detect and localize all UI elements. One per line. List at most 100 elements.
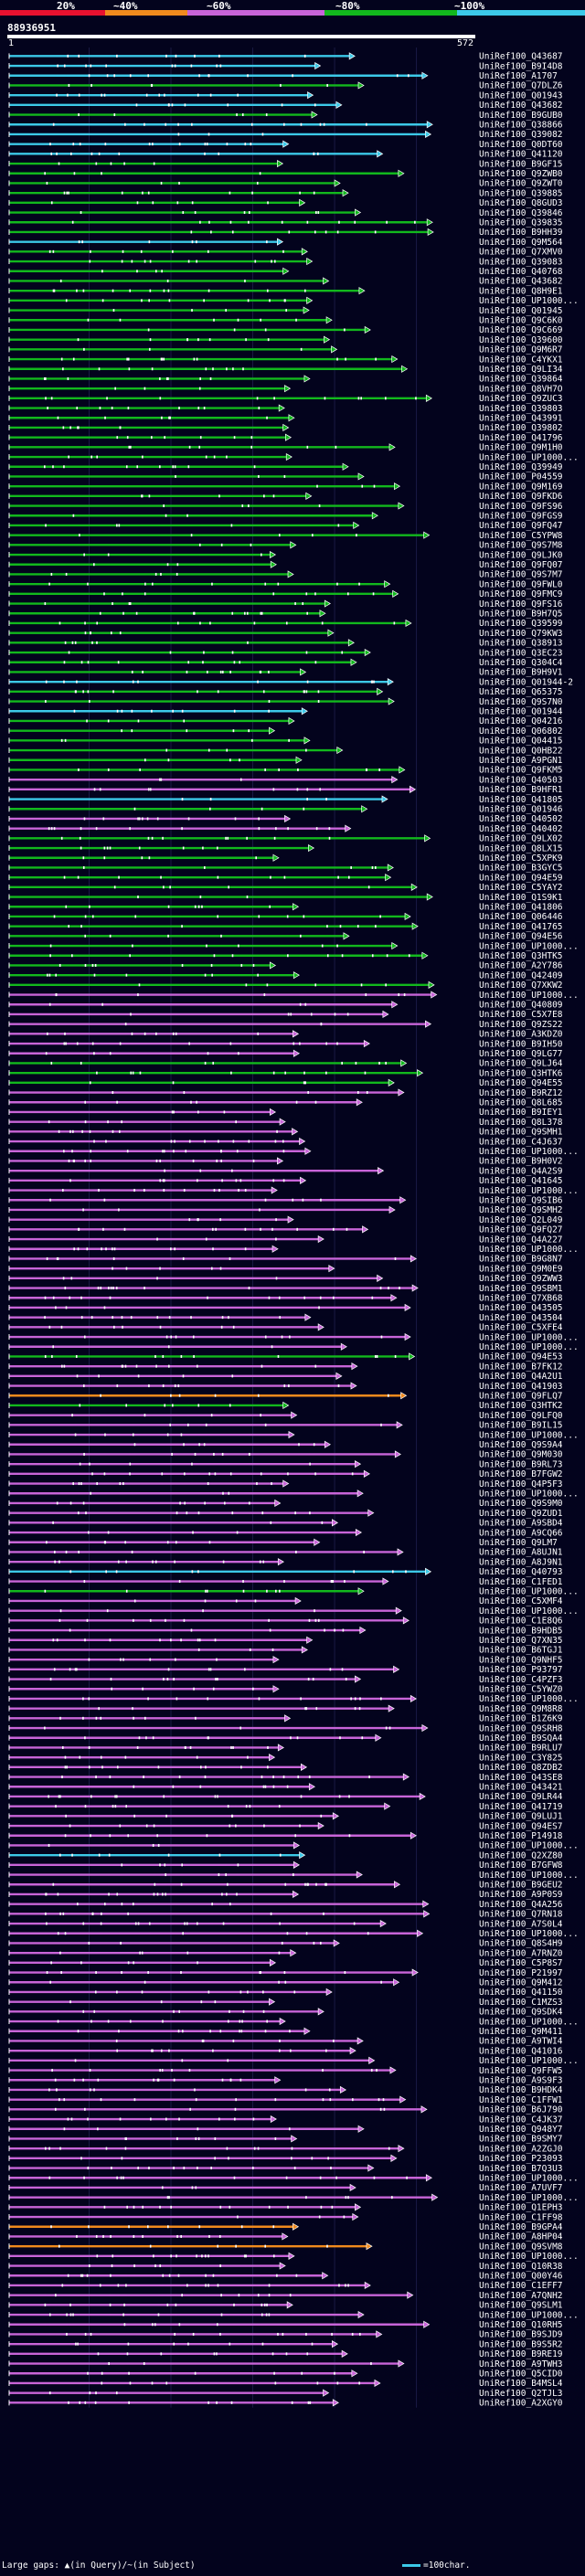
hit-row[interactable]: UniRef100_B7FK12 <box>8 1362 563 1372</box>
hit-label[interactable]: UniRef100_Q40502 <box>479 814 563 824</box>
hit-label[interactable]: UniRef100_B9HH39 <box>479 228 563 238</box>
hit-row[interactable]: UniRef100_Q9LG77 <box>8 1049 563 1059</box>
hit-label[interactable]: UniRef100_Q39949 <box>479 462 563 472</box>
hit-label[interactable]: UniRef100_Q9LFQ0 <box>479 1411 563 1421</box>
hit-label[interactable]: UniRef100_Q9SMH1 <box>479 1128 563 1138</box>
hit-label[interactable]: UniRef100_Q9ZUC3 <box>479 394 563 404</box>
hit-label[interactable]: UniRef100_Q8L378 <box>479 1118 563 1128</box>
hit-label[interactable]: UniRef100_B9RL73 <box>479 1459 563 1469</box>
hit-label[interactable]: UniRef100_Q9FFW5 <box>479 2066 563 2076</box>
hit-label[interactable]: UniRef100_Q948Y7 <box>479 2125 563 2135</box>
hit-row[interactable]: UniRef100_A2Y786 <box>8 961 563 971</box>
hit-label[interactable]: UniRef100_UP1000... <box>479 1430 579 1440</box>
hit-row[interactable]: UniRef100_Q9LI34 <box>8 365 563 375</box>
hit-row[interactable]: UniRef100_Q4A256 <box>8 1900 563 1910</box>
hit-label[interactable]: UniRef100_Q40809 <box>479 1000 563 1010</box>
hit-label[interactable]: UniRef100_Q9FWL0 <box>479 579 563 589</box>
hit-label[interactable]: UniRef100_B4MSL4 <box>479 2379 563 2389</box>
hit-label[interactable]: UniRef100_UP1000... <box>479 2173 579 2183</box>
hit-label[interactable]: UniRef100_A9SBD4 <box>479 1519 563 1529</box>
hit-label[interactable]: UniRef100_UP1000... <box>479 2056 579 2066</box>
hit-label[interactable]: UniRef100_Q39599 <box>479 619 563 629</box>
hit-label[interactable]: UniRef100_B9GPA4 <box>479 2222 563 2232</box>
hit-label[interactable]: UniRef100_Q9M411 <box>479 2027 563 2037</box>
hit-row[interactable]: UniRef100_A2XGY0 <box>8 2399 563 2409</box>
hit-row[interactable]: UniRef100_B9GUB0 <box>8 111 563 121</box>
hit-row[interactable]: UniRef100_Q41805 <box>8 795 563 805</box>
hit-row[interactable]: UniRef100_P21997 <box>8 1968 563 1978</box>
hit-label[interactable]: UniRef100_Q94E59 <box>479 873 563 883</box>
hit-row[interactable]: UniRef100_Q9FKM5 <box>8 766 563 776</box>
hit-label[interactable]: UniRef100_Q9FMC9 <box>479 589 563 599</box>
hit-row[interactable]: UniRef100_UP1000... <box>8 1342 579 1352</box>
hit-row[interactable]: UniRef100_B6J790 <box>8 2105 563 2115</box>
hit-row[interactable]: UniRef100_Q79KW3 <box>8 629 563 639</box>
hit-row[interactable]: UniRef100_Q7XMV0 <box>8 248 563 258</box>
hit-label[interactable]: UniRef100_UP1000... <box>479 2017 579 2027</box>
hit-label[interactable]: UniRef100_C4PZF3 <box>479 1675 563 1685</box>
hit-row[interactable]: UniRef100_Q9NHF5 <box>8 1655 563 1665</box>
hit-row[interactable]: UniRef100_A8HP04 <box>8 2232 563 2242</box>
hit-label[interactable]: UniRef100_Q9SDK4 <box>479 2008 563 2018</box>
hit-row[interactable]: UniRef100_Q39885 <box>8 188 563 198</box>
hit-row[interactable]: UniRef100_Q7XB68 <box>8 1293 563 1303</box>
hit-label[interactable]: UniRef100_Q41645 <box>479 1176 563 1186</box>
hit-row[interactable]: UniRef100_B9S5R2 <box>8 2339 563 2349</box>
hit-label[interactable]: UniRef100_Q10RH5 <box>479 2320 563 2330</box>
hit-label[interactable]: UniRef100_Q1EPH3 <box>479 2203 563 2213</box>
hit-row[interactable]: UniRef100_Q9SLM1 <box>8 2301 563 2311</box>
hit-label[interactable]: UniRef100_UP1000... <box>479 991 579 1001</box>
hit-row[interactable]: UniRef100_A9TWH3 <box>8 2359 563 2369</box>
hit-row[interactable]: UniRef100_B9HFR1 <box>8 785 563 795</box>
hit-label[interactable]: UniRef100_B9IEY1 <box>479 1108 563 1118</box>
hit-row[interactable]: UniRef100_B9IEY1 <box>8 1108 563 1118</box>
hit-label[interactable]: UniRef100_P14918 <box>479 1831 563 1841</box>
hit-row[interactable]: UniRef100_UP1000... <box>8 296 579 306</box>
hit-label[interactable]: UniRef100_Q9ZWW3 <box>479 1274 563 1284</box>
hit-row[interactable]: UniRef100_UP1000... <box>8 941 579 951</box>
hit-row[interactable]: UniRef100_Q7XN35 <box>8 1636 563 1646</box>
hit-label[interactable]: UniRef100_C5YPW8 <box>479 531 563 541</box>
hit-row[interactable]: UniRef100_B9I4D8 <box>8 61 563 71</box>
hit-label[interactable]: UniRef100_Q8LX15 <box>479 843 563 853</box>
hit-label[interactable]: UniRef100_C4J637 <box>479 1137 563 1147</box>
hit-row[interactable]: UniRef100_Q43682 <box>8 277 563 287</box>
hit-row[interactable]: UniRef100_Q40502 <box>8 814 563 824</box>
hit-label[interactable]: UniRef100_Q9SMH2 <box>479 1205 563 1215</box>
hit-row[interactable]: UniRef100_Q9LJ64 <box>8 1059 563 1069</box>
hit-label[interactable]: UniRef100_UP1000... <box>479 1929 579 1939</box>
hit-row[interactable]: UniRef100_Q41765 <box>8 922 563 932</box>
hit-label[interactable]: UniRef100_Q39082 <box>479 130 563 140</box>
hit-row[interactable]: UniRef100_B9HDK4 <box>8 2085 563 2095</box>
hit-label[interactable]: UniRef100_Q43505 <box>479 1303 563 1313</box>
hit-label[interactable]: UniRef100_Q9M564 <box>479 238 563 248</box>
hit-label[interactable]: UniRef100_B9H9V1 <box>479 668 563 678</box>
hit-label[interactable]: UniRef100_B3GYC5 <box>479 864 563 874</box>
hit-row[interactable]: UniRef100_Q8GUD3 <box>8 198 563 208</box>
hit-label[interactable]: UniRef100_Q9FGS9 <box>479 511 563 521</box>
hit-label[interactable]: UniRef100_B9HDK4 <box>479 2085 563 2095</box>
hit-label[interactable]: UniRef100_B9SQA4 <box>479 1733 563 1744</box>
hit-label[interactable]: UniRef100_B9HDB5 <box>479 1626 563 1636</box>
hit-row[interactable]: UniRef100_Q4A2U1 <box>8 1372 563 1382</box>
hit-label[interactable]: UniRef100_Q9FKM5 <box>479 766 563 776</box>
hit-row[interactable]: UniRef100_Q38913 <box>8 639 563 649</box>
hit-label[interactable]: UniRef100_UP1000... <box>479 1586 579 1596</box>
hit-label[interactable]: UniRef100_Q9ZWB0 <box>479 169 563 179</box>
hit-label[interactable]: UniRef100_B6J790 <box>479 2105 563 2115</box>
hit-label[interactable]: UniRef100_Q94E56 <box>479 932 563 942</box>
hit-row[interactable]: UniRef100_Q9FMC9 <box>8 589 563 599</box>
hit-row[interactable]: UniRef100_Q9FLQ7 <box>8 1391 563 1401</box>
hit-label[interactable]: UniRef100_Q43504 <box>479 1313 563 1323</box>
hit-label[interactable]: UniRef100_Q8H9E1 <box>479 286 563 296</box>
hit-label[interactable]: UniRef100_Q9LJ64 <box>479 1059 563 1069</box>
hit-row[interactable]: UniRef100_UP1000... <box>8 1694 579 1704</box>
hit-row[interactable]: UniRef100_Q8ZDB2 <box>8 1763 563 1773</box>
hit-row[interactable]: UniRef100_Q9S7M7 <box>8 570 563 580</box>
hit-row[interactable]: UniRef100_UP1000... <box>8 2017 579 2027</box>
hit-row[interactable]: UniRef100_C5YPW8 <box>8 531 563 541</box>
hit-label[interactable]: UniRef100_Q9SLM1 <box>479 2301 563 2311</box>
hit-label[interactable]: UniRef100_C3Y825 <box>479 1753 563 1763</box>
hit-row[interactable]: UniRef100_Q9M0E9 <box>8 1264 563 1274</box>
hit-row[interactable]: UniRef100_Q43687 <box>8 52 563 62</box>
